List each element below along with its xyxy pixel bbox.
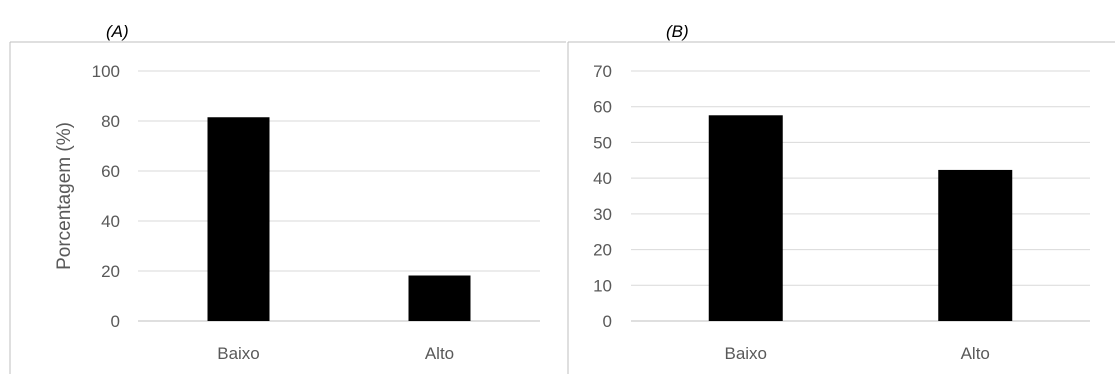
y-tick-label-b-40: 40: [593, 169, 612, 188]
x-category-label-a-baixo: Baixo: [217, 344, 260, 363]
bar-a-alto: [408, 275, 471, 321]
bar-b-baixo: [708, 115, 783, 322]
y-tick-label-b-20: 20: [593, 241, 612, 260]
x-category-label-b-alto: Alto: [961, 344, 990, 363]
y-tick-label-a-80: 80: [101, 112, 120, 131]
y-tick-label-b-30: 30: [593, 205, 612, 224]
y-tick-label-b-0: 0: [603, 312, 612, 331]
bar-a-baixo: [207, 117, 270, 321]
y-tick-label-a-60: 60: [101, 162, 120, 181]
chart-a: 0 20 40 60 80 100 Baixo Alto: [92, 62, 540, 363]
y-tick-label-b-60: 60: [593, 98, 612, 117]
y-tick-label-a-100: 100: [92, 62, 120, 81]
chart-b: 0 10 20 30 40 50 60 70 Baixo Alto: [593, 62, 1090, 363]
y-tick-label-a-20: 20: [101, 262, 120, 281]
y-tick-label-a-40: 40: [101, 212, 120, 231]
y-tick-label-b-10: 10: [593, 276, 612, 295]
y-tick-label-a-0: 0: [111, 312, 120, 331]
panel-a-frame: [9, 41, 566, 374]
y-tick-label-b-70: 70: [593, 62, 612, 81]
panel-a-label: (A): [106, 22, 129, 41]
bar-b-alto: [938, 169, 1013, 321]
panel-b-label: (B): [666, 22, 689, 41]
x-category-label-b-baixo: Baixo: [724, 344, 767, 363]
y-tick-label-b-50: 50: [593, 133, 612, 152]
x-category-label-a-alto: Alto: [425, 344, 454, 363]
y-axis-label: Porcentagem (%): [54, 122, 75, 270]
panel-b-frame: [567, 41, 1115, 374]
